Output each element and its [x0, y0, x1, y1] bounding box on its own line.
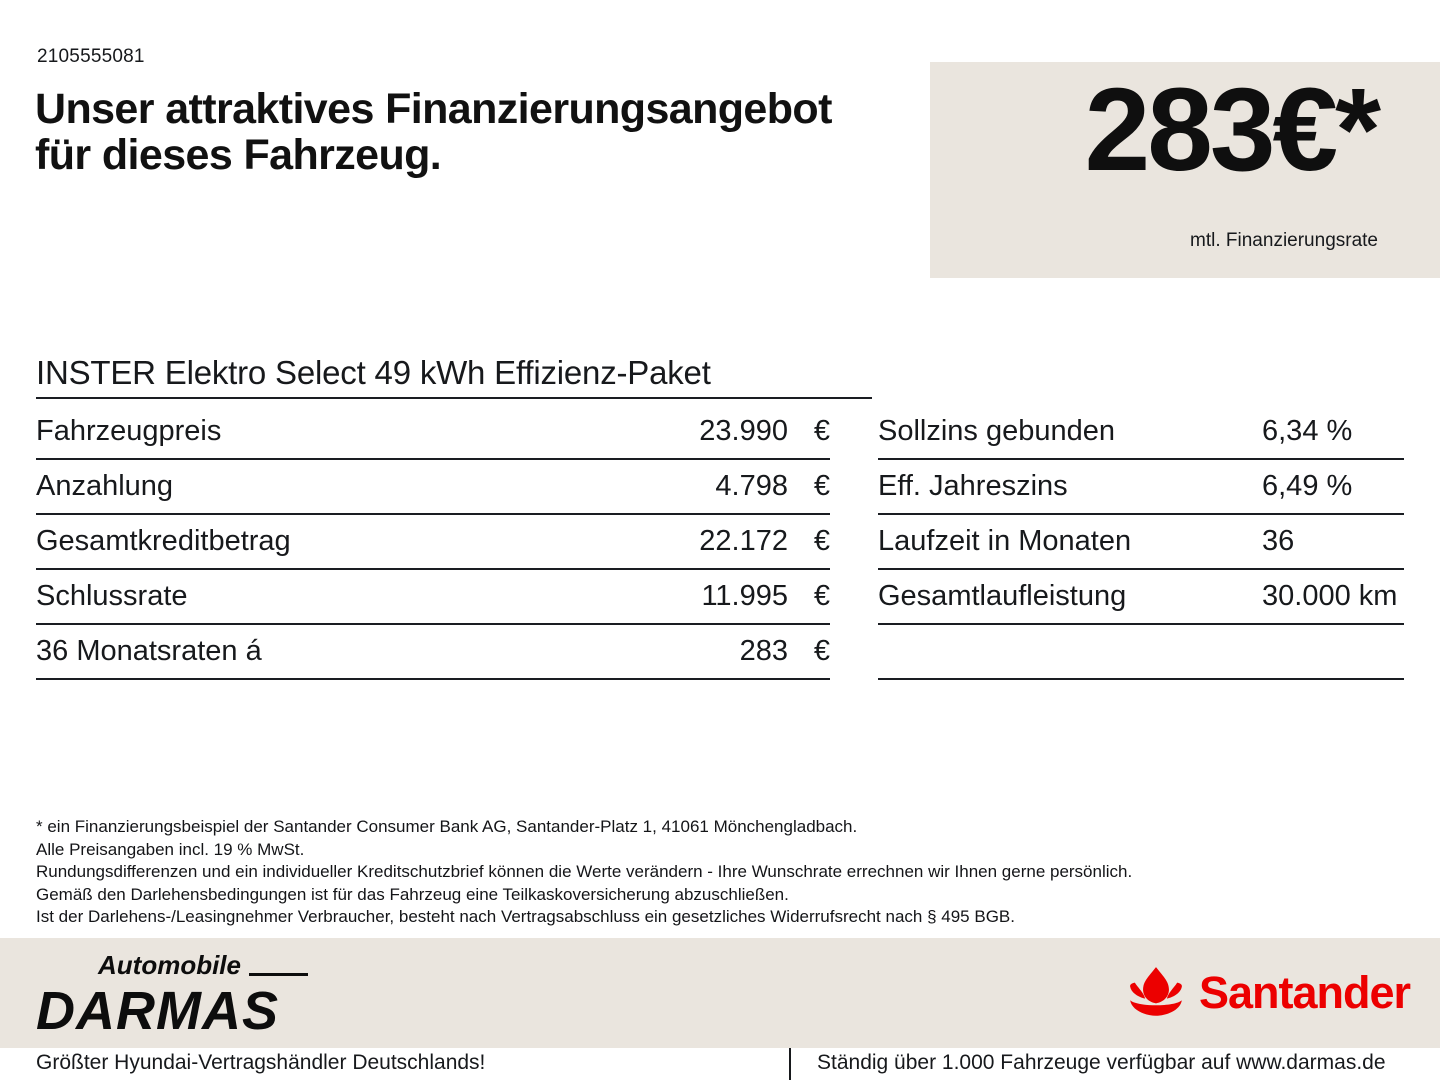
santander-logo: Santander [1125, 938, 1411, 1048]
finance-row-unit: € [813, 635, 830, 667]
finance-row-value: 22.172 [699, 525, 788, 557]
monthly-rate-box: 283€* mtl. Finanzierungsrate [930, 62, 1440, 278]
disclaimer-line: Gemäß den Darlehensbedingungen ist für d… [36, 884, 789, 904]
finance-row-value: 11.995 [701, 580, 788, 612]
finance-row-fahrzeugpreis: Fahrzeugpreis 23.990 € [36, 405, 830, 460]
darmas-logo-wordmark: DARMAS [36, 981, 279, 1042]
vehicle-model-title: INSTER Elektro Select 49 kWh Effizienz-P… [36, 354, 711, 391]
finance-row-value: 36 [1262, 525, 1295, 557]
finance-row-label: Fahrzeugpreis [36, 415, 222, 447]
finance-table-left: Fahrzeugpreis 23.990 € Anzahlung 4.798 €… [36, 405, 830, 680]
finance-row-unit: € [813, 470, 830, 502]
finance-row-value: 283 [739, 635, 788, 667]
finance-row-unit: € [813, 415, 830, 447]
finance-row-gesamtkreditbetrag: Gesamtkreditbetrag 22.172 € [36, 515, 830, 570]
finance-row-laufzeit: Laufzeit in Monaten 36 [878, 515, 1404, 570]
finance-row-value: 4.798 [715, 470, 788, 502]
finance-row-value: 6,49 % [1262, 470, 1353, 502]
dealer-claim-left: Größter Hyundai-Vertragshändler Deutschl… [36, 1051, 486, 1074]
finance-row-empty [878, 625, 1404, 680]
finance-row-anzahlung: Anzahlung 4.798 € [36, 460, 830, 515]
finance-row-label: Anzahlung [36, 470, 174, 502]
disclaimer-block: * ein Finanzierungsbeispiel der Santande… [36, 816, 1132, 929]
finance-row-jahreszins: Eff. Jahreszins 6,49 % [878, 460, 1404, 515]
santander-wordmark: Santander [1198, 967, 1411, 1018]
offer-id: 2105555081 [37, 46, 145, 67]
darmas-logo: Automobile DARMAS [36, 950, 308, 1040]
bottom-divider [789, 1048, 791, 1080]
finance-row-unit: € [813, 580, 830, 612]
finance-row-sollzins: Sollzins gebunden 6,34 % [878, 405, 1404, 460]
finance-row-label: Eff. Jahreszins [878, 470, 1068, 502]
finance-row-label: Gesamtkreditbetrag [36, 525, 291, 557]
finance-row-label: Laufzeit in Monaten [878, 525, 1132, 557]
finance-row-label: Gesamtlaufleistung [878, 580, 1127, 612]
finance-row-value: 23.990 [699, 415, 788, 447]
finance-row-unit: € [813, 525, 830, 557]
model-title-divider [36, 397, 872, 399]
disclaimer-line: Rundungsdifferenzen und ein individuelle… [36, 862, 1133, 881]
santander-flame-icon [1130, 967, 1182, 1016]
finance-row-label: 36 Monatsraten á [36, 635, 262, 667]
dealer-claim-right: Ständig über 1.000 Fahrzeuge verfügbar a… [817, 1051, 1386, 1074]
monthly-rate-value: 283€* [1084, 64, 1381, 196]
disclaimer-line: Ist der Darlehens-/Leasingnehmer Verbrau… [36, 907, 1015, 926]
disclaimer-line: Alle Preisangaben incl. 19 % MwSt. [36, 839, 305, 859]
finance-row-value: 6,34 % [1262, 415, 1353, 447]
page-title-line2: für dieses Fahrzeug. [35, 131, 442, 180]
footer-logo-band: Automobile DARMAS Santander [0, 938, 1440, 1048]
page-title-line1: Unser attraktives Finanzierungsangebot [35, 85, 832, 133]
darmas-logo-rule [249, 973, 308, 977]
darmas-logo-automobile: Automobile [98, 950, 241, 980]
finance-row-schlussrate: Schlussrate 11.995 € [36, 570, 830, 625]
page-title: Unser attraktives Finanzierungsangebot f… [35, 86, 832, 179]
finance-table-right: Sollzins gebunden 6,34 % Eff. Jahreszins… [878, 405, 1404, 680]
finance-row-value: 30.000 km [1262, 580, 1398, 612]
disclaimer-line: * ein Finanzierungsbeispiel der Santande… [36, 817, 858, 836]
finance-row-gesamtlaufleistung: Gesamtlaufleistung 30.000 km [878, 570, 1404, 625]
monthly-rate-label: mtl. Finanzierungsrate [1190, 230, 1378, 251]
finance-row-label: Schlussrate [36, 580, 188, 612]
finance-row-label: Sollzins gebunden [878, 415, 1116, 447]
finance-row-monatsraten: 36 Monatsraten á 283 € [36, 625, 830, 680]
darmas-logo-top: Automobile [36, 950, 308, 981]
